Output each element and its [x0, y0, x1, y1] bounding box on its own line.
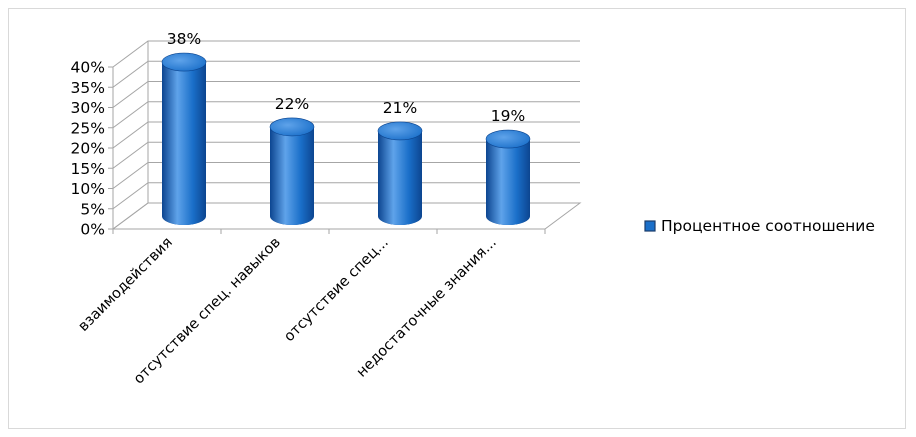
data-labels: 38% 22% 21% 19%	[167, 30, 525, 125]
bar-body	[162, 62, 206, 225]
y-tick-label: 25%	[71, 119, 105, 137]
bars	[161, 52, 531, 225]
bar	[161, 52, 207, 225]
bar	[377, 121, 423, 225]
gridline	[112, 40, 580, 68]
x-tick-label: отсутствие спец...	[281, 235, 392, 346]
bar-top	[269, 117, 315, 137]
bar-body	[486, 139, 530, 225]
gridline	[112, 162, 580, 189]
y-tick-label: 10%	[71, 180, 105, 198]
bar-top	[161, 52, 207, 72]
legend: Процентное соотношение	[644, 217, 875, 235]
bar-body	[378, 130, 422, 225]
gridline	[112, 182, 580, 210]
y-axis: 0% 5% 10% 15% 20% 25% 30% 35% 40%	[71, 59, 546, 239]
y-tick-label: 15%	[71, 160, 105, 178]
data-label: 38%	[167, 30, 201, 48]
gridline	[112, 101, 580, 129]
chart-area	[8, 8, 906, 429]
bar-body	[270, 126, 314, 225]
y-tick-label: 40%	[71, 59, 105, 77]
legend-label: Процентное соотношение	[661, 217, 875, 235]
y-tick-label: 20%	[71, 140, 105, 158]
bar	[485, 129, 531, 225]
gridline	[112, 202, 580, 230]
y-tick-label: 5%	[80, 200, 105, 218]
x-tick-label: взаимодействия	[76, 235, 176, 335]
y-tick-label: 0%	[80, 221, 105, 239]
data-label: 21%	[383, 99, 417, 117]
gridline	[112, 121, 580, 149]
data-label: 19%	[491, 107, 525, 125]
bar-top	[377, 121, 423, 141]
bar	[269, 117, 315, 225]
gridline	[112, 81, 580, 108]
gridline	[112, 141, 580, 169]
gridline	[112, 60, 580, 88]
y-tick-label: 30%	[71, 99, 105, 117]
data-label: 22%	[275, 95, 309, 113]
legend-swatch	[644, 220, 656, 232]
y-tick-label: 35%	[71, 79, 105, 97]
bar-top	[485, 129, 531, 149]
gridlines	[112, 40, 580, 230]
